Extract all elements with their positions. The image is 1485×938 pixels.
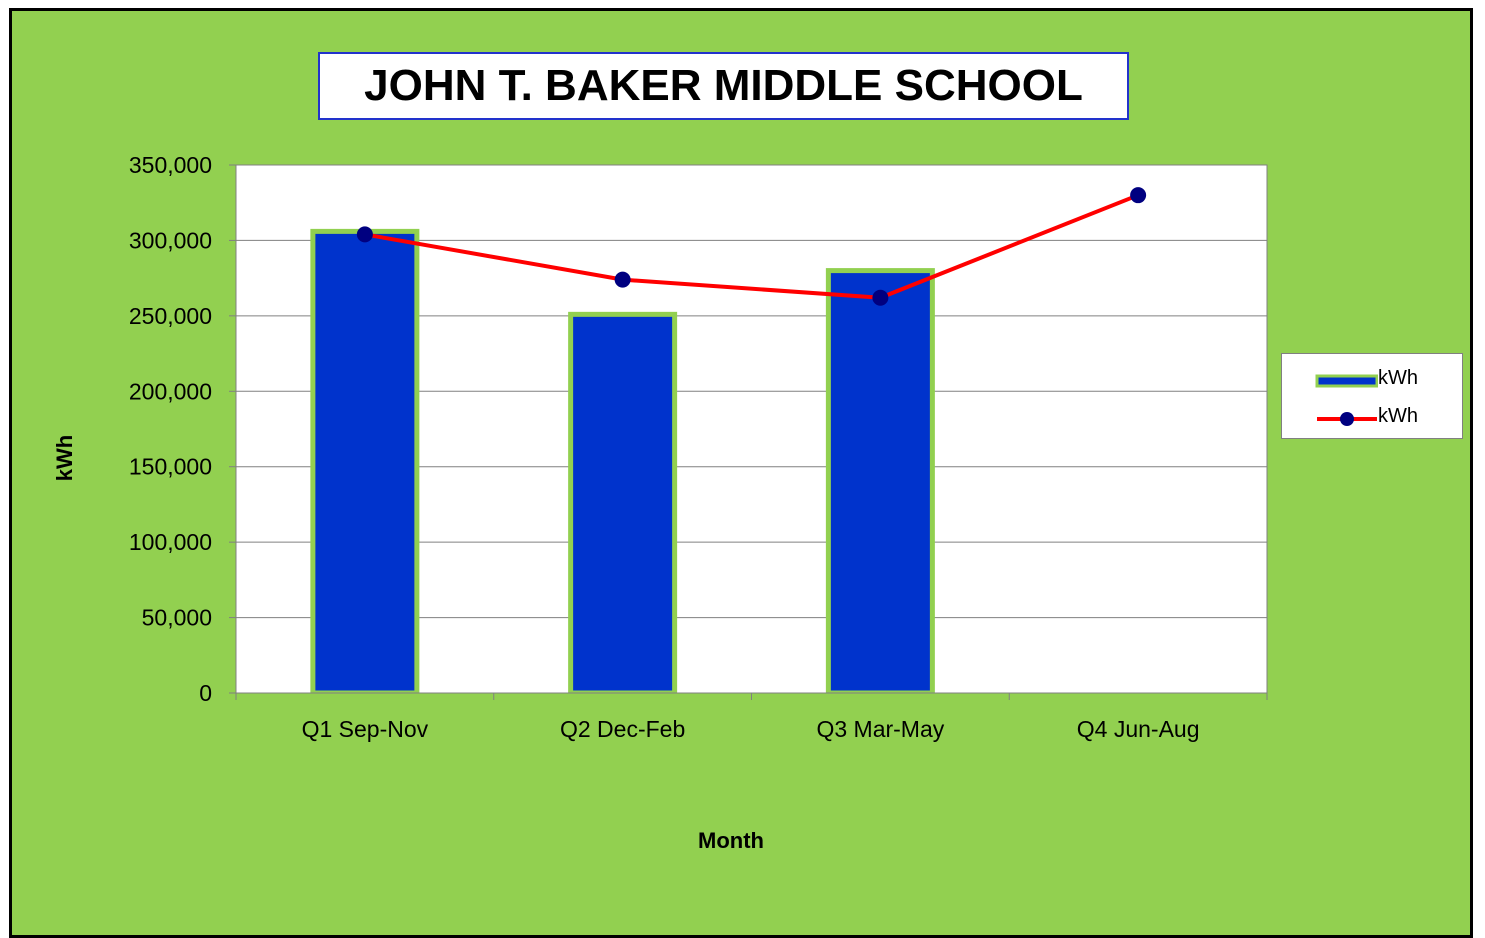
line-point [356, 226, 373, 243]
y-tick-label: 150,000 [129, 454, 212, 480]
axes [229, 164, 1268, 700]
y-axis-title: kWh [52, 435, 77, 481]
legend: kWh kWh [1281, 353, 1463, 439]
chart-title: JOHN T. BAKER MIDDLE SCHOOL [318, 52, 1129, 120]
bar [825, 268, 935, 696]
x-tick-label: Q1 Sep-Nov [302, 716, 429, 742]
line-series [356, 187, 1147, 306]
x-tick-label: Q4 Jun-Aug [1077, 716, 1200, 742]
legend-item-bar: kWh [1282, 364, 1462, 394]
x-axis-title: Month [698, 828, 764, 853]
legend-line-swatch [1317, 412, 1377, 426]
line-point [614, 271, 631, 288]
x-tick-label: Q3 Mar-May [816, 716, 944, 742]
line-point [872, 289, 889, 306]
legend-bar-swatch [1315, 374, 1378, 388]
legend-item-line: kWh [1282, 402, 1462, 432]
line-point [1130, 187, 1147, 204]
legend-label-bar: kWh [1378, 367, 1418, 389]
y-tick-label: 0 [199, 680, 212, 706]
y-tick-label: 250,000 [129, 303, 212, 329]
bar [568, 311, 678, 696]
bar-series [310, 228, 935, 696]
y-tick-label: 200,000 [129, 378, 212, 404]
y-tick-label: 50,000 [142, 605, 212, 631]
legend-label-line: kWh [1378, 405, 1418, 427]
bar [310, 228, 420, 696]
tick-labels: 0 50,000 100,000 150,000 200,000 250,000 300,0… [129, 152, 1200, 742]
y-tick-label: 100,000 [129, 529, 212, 555]
y-tick-label: 300,000 [129, 227, 212, 253]
line-path [364, 193, 1139, 300]
y-tick-label: 350,000 [129, 152, 212, 178]
x-tick-label: Q2 Dec-Feb [560, 716, 685, 742]
